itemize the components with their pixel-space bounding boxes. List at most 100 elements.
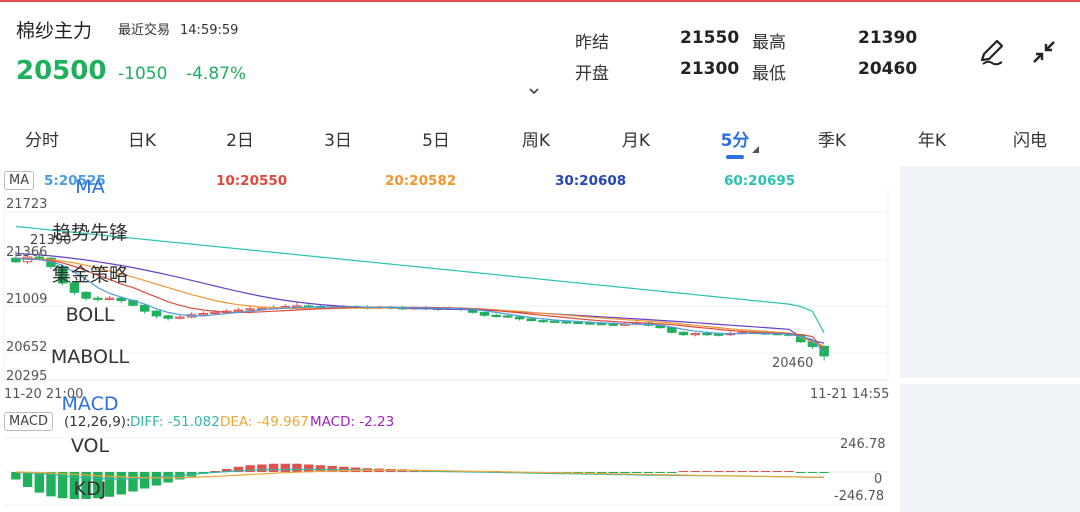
macd-bar — [678, 471, 689, 472]
candle-body — [210, 311, 220, 315]
tab-1[interactable]: 日K — [127, 131, 157, 151]
tab-8[interactable]: 季K — [817, 131, 847, 151]
main-indicator-panel — [900, 166, 1080, 378]
macd-bar — [257, 464, 267, 472]
last-price: 20500 — [16, 56, 107, 86]
macd-bar — [596, 472, 607, 473]
ma30-value: 30:20608 — [555, 173, 627, 189]
tab-10[interactable]: 闪电 — [1013, 131, 1047, 151]
tab-2[interactable]: 2日 — [226, 131, 254, 151]
candle-body — [93, 297, 103, 300]
y-tick-2: 21366 — [6, 245, 48, 260]
sub-indicator-1[interactable]: VOL — [70, 435, 110, 457]
low-label: 最低 — [752, 64, 786, 84]
candle-body — [116, 297, 127, 302]
candle-body — [11, 257, 21, 263]
macd-bar — [233, 466, 244, 472]
macd-bar — [268, 463, 279, 472]
macd-bar — [796, 472, 806, 473]
candle-body — [819, 345, 829, 357]
macd-bar — [22, 472, 33, 487]
candle-body — [573, 321, 583, 325]
candle-body — [233, 309, 244, 312]
contract-name: 棉纱主力 — [16, 20, 93, 42]
high-marker-label: 21390 — [30, 233, 72, 248]
tab-6[interactable]: 月K — [621, 131, 651, 151]
macd-bar — [585, 472, 595, 473]
macd-bar — [690, 471, 700, 472]
last-trade-time: 最近交易 14:59:59 — [118, 19, 248, 38]
macd-bar — [608, 472, 618, 473]
candle-body — [713, 333, 724, 336]
macd-bar — [116, 472, 126, 495]
tab-5[interactable]: 周K — [521, 131, 551, 151]
candle-body — [198, 313, 209, 316]
candle-body — [514, 316, 525, 320]
candle-body — [538, 320, 548, 323]
main-indicator-0[interactable]: MA — [75, 176, 105, 198]
y-tick-3: 21009 — [6, 292, 48, 307]
macd-bar — [93, 472, 103, 499]
kline-chart[interactable] — [0, 166, 900, 512]
macd-bar — [737, 471, 747, 472]
macd-params: (12,26,9): — [64, 414, 131, 430]
candle-body — [596, 323, 607, 326]
candle-body — [104, 297, 115, 300]
macd-bar — [643, 472, 654, 473]
macd-tick-zero: 0 — [874, 472, 883, 487]
prev-settle-value: 21550 — [680, 28, 740, 48]
main-indicator-1[interactable]: 趋势先锋 — [51, 222, 128, 244]
main-indicator-4[interactable]: MABOLL — [50, 346, 130, 368]
ma60-value: 60:20695 — [724, 173, 796, 189]
macd-bar — [151, 472, 162, 486]
macd-bar — [222, 469, 232, 472]
candle-body — [163, 315, 173, 319]
tab-dropdown-caret-icon[interactable] — [752, 146, 759, 153]
candle-body — [702, 333, 712, 336]
y-tick-1: 21723 — [6, 197, 48, 212]
ma-indicator-tag[interactable]: MA — [4, 171, 35, 190]
candle-body — [245, 308, 255, 311]
high-value: 21390 — [858, 28, 918, 48]
macd-tick-bottom: -246.78 — [834, 489, 885, 504]
candle-body — [503, 315, 513, 318]
dea-line — [15, 469, 825, 479]
sub-indicator-0[interactable]: MACD — [61, 393, 119, 415]
collapse-icon[interactable] — [1026, 34, 1062, 70]
macd-bar — [749, 471, 759, 472]
candle-body — [81, 291, 91, 299]
candle-body — [526, 318, 537, 322]
main-indicator-2[interactable]: 集金策略 — [51, 264, 128, 286]
main-indicator-3[interactable]: BOLL — [65, 304, 115, 326]
candle-body — [585, 322, 595, 325]
tab-9[interactable]: 年K — [917, 131, 947, 151]
macd-indicator-tag[interactable]: MACD — [4, 412, 53, 431]
ma30-line — [15, 252, 825, 344]
tab-7[interactable]: 5分 — [720, 131, 750, 151]
macd-bar — [725, 471, 736, 472]
trade-time-label: 最近交易 — [118, 23, 171, 38]
tab-3[interactable]: 3日 — [324, 131, 352, 151]
macd-bar — [140, 472, 150, 489]
tab-0[interactable]: 分时 — [25, 131, 59, 151]
macd-tick-top: 246.78 — [840, 437, 886, 452]
macd-bar — [632, 472, 642, 473]
chevron-down-icon[interactable] — [529, 86, 539, 96]
candle-body — [151, 310, 162, 317]
y-tick-4: 20652 — [6, 340, 48, 355]
tab-4[interactable]: 5日 — [422, 131, 450, 151]
trade-time-value: 14:59:59 — [180, 23, 239, 38]
macd-bar — [620, 472, 630, 473]
sub-indicator-2[interactable]: KDJ — [73, 478, 107, 500]
macd-bar — [315, 465, 326, 472]
high-label: 最高 — [752, 33, 786, 53]
macd-bar — [655, 472, 665, 473]
macd-bar — [81, 472, 91, 499]
macd-bar — [11, 472, 21, 480]
macd-bar — [210, 471, 220, 472]
macd-bar — [104, 472, 115, 497]
candle-body — [57, 265, 68, 284]
candle-body — [139, 304, 150, 312]
macd-bar — [819, 472, 829, 473]
edit-pen-icon[interactable] — [974, 34, 1010, 70]
